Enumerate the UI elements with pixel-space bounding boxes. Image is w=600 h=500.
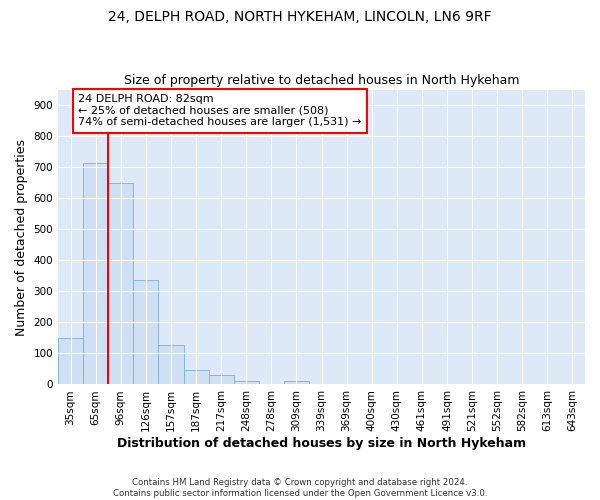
Bar [108,182,133,384]
Bar [83,162,108,384]
Bar [58,338,83,384]
Bar [133,280,158,384]
Bar [233,380,259,384]
Text: Contains HM Land Registry data © Crown copyright and database right 2024.
Contai: Contains HM Land Registry data © Crown c… [113,478,487,498]
X-axis label: Distribution of detached houses by size in North Hykeham: Distribution of detached houses by size … [117,437,526,450]
Text: 24 DELPH ROAD: 82sqm
← 25% of detached houses are smaller (508)
74% of semi-deta: 24 DELPH ROAD: 82sqm ← 25% of detached h… [78,94,361,128]
Text: 24, DELPH ROAD, NORTH HYKEHAM, LINCOLN, LN6 9RF: 24, DELPH ROAD, NORTH HYKEHAM, LINCOLN, … [108,10,492,24]
Bar [209,375,233,384]
Y-axis label: Number of detached properties: Number of detached properties [15,138,28,336]
Title: Size of property relative to detached houses in North Hykeham: Size of property relative to detached ho… [124,74,519,87]
Bar [158,344,184,385]
Bar [184,370,209,384]
Bar [284,382,309,384]
